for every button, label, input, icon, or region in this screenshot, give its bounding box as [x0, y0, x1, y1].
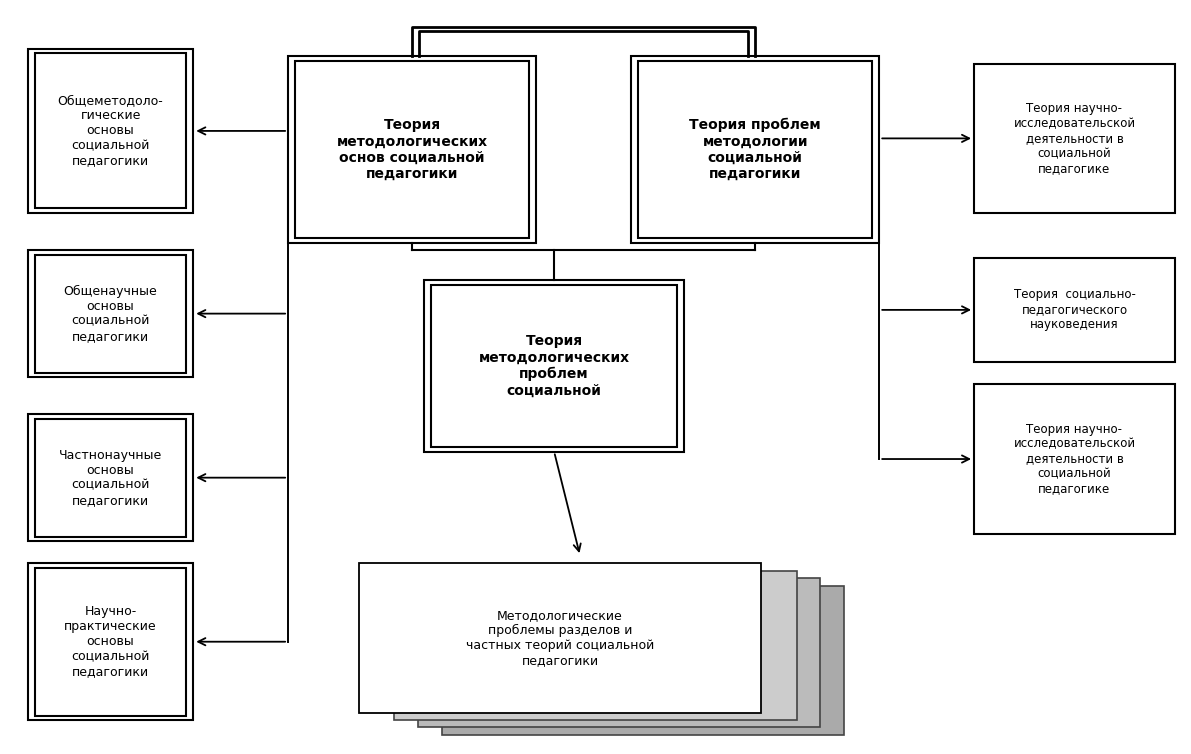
FancyBboxPatch shape	[394, 571, 797, 720]
FancyBboxPatch shape	[358, 563, 761, 713]
FancyBboxPatch shape	[631, 57, 879, 243]
FancyBboxPatch shape	[974, 258, 1176, 362]
Text: Теория проблем
методологии
социальной
педагогики: Теория проблем методологии социальной пе…	[690, 118, 821, 181]
FancyBboxPatch shape	[424, 280, 684, 452]
FancyBboxPatch shape	[442, 586, 844, 735]
Text: Общеметодоло-
гические
основы
социальной
педагогики: Общеметодоло- гические основы социальной…	[57, 94, 163, 167]
FancyBboxPatch shape	[27, 563, 193, 720]
Text: Теория научно-
исследовательской
деятельности в
социальной
педагогике: Теория научно- исследовательской деятель…	[1014, 422, 1135, 495]
FancyBboxPatch shape	[974, 64, 1176, 213]
Text: Частнонаучные
основы
социальной
педагогики: Частнонаучные основы социальной педагоги…	[60, 449, 162, 507]
Text: Научно-
практические
основы
социальной
педагогики: Научно- практические основы социальной п…	[64, 605, 157, 678]
Text: Методологические
проблемы разделов и
частных теорий социальной
педагогики: Методологические проблемы разделов и час…	[466, 609, 654, 667]
FancyBboxPatch shape	[418, 578, 821, 728]
FancyBboxPatch shape	[974, 385, 1176, 534]
FancyBboxPatch shape	[27, 250, 193, 377]
Text: Теория
методологических
проблем
социальной: Теория методологических проблем социальн…	[479, 334, 630, 397]
FancyBboxPatch shape	[288, 57, 536, 243]
Text: Общенаучные
основы
социальной
педагогики: Общенаучные основы социальной педагогики	[64, 284, 157, 342]
Text: Теория  социально-
педагогического
науковедения: Теория социально- педагогического науков…	[1014, 288, 1135, 332]
Text: Теория научно-
исследовательской
деятельности в
социальной
педагогике: Теория научно- исследовательской деятель…	[1014, 102, 1135, 175]
FancyBboxPatch shape	[27, 414, 193, 541]
FancyBboxPatch shape	[27, 49, 193, 213]
Text: Теория
методологических
основ социальной
педагогики: Теория методологических основ социальной…	[337, 118, 488, 181]
